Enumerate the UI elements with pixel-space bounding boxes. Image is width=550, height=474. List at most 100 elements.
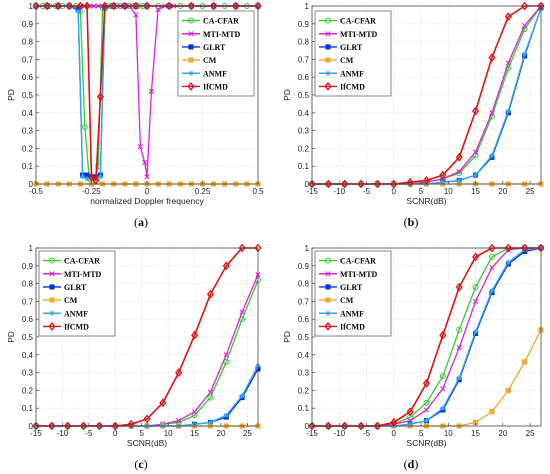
data-point bbox=[439, 170, 447, 180]
legend-marker bbox=[325, 57, 331, 63]
y-tick-label: 0.9 bbox=[22, 20, 34, 29]
y-tick-label: 0.8 bbox=[298, 38, 310, 47]
data-point bbox=[143, 2, 151, 11]
chart-panel-4: -15 -10 -5 0 5 10 15 20 25 0 0.1 0.2 0.3 0.4 0.5 0.6 0.7… bbox=[282, 244, 545, 471]
data-point bbox=[505, 65, 512, 72]
y-tick-label: 0.4 bbox=[298, 109, 310, 118]
data-point bbox=[97, 174, 103, 180]
x-tick-label: -5 bbox=[363, 429, 371, 438]
legend: CA-CFAR MTI-MTD GLRT CM ANMF IfCMD bbox=[314, 10, 392, 97]
data-point bbox=[472, 284, 479, 291]
data-point bbox=[308, 179, 316, 188]
legend-box bbox=[177, 10, 255, 97]
y-tick-label: 0.3 bbox=[22, 127, 34, 136]
y-tick-label: 0.6 bbox=[298, 315, 310, 324]
data-point bbox=[488, 53, 496, 63]
data-point bbox=[456, 345, 462, 351]
data-point bbox=[489, 110, 495, 116]
legend-box bbox=[314, 250, 392, 337]
data-point bbox=[207, 419, 213, 425]
data-point bbox=[80, 174, 86, 180]
legend-label: GLRT bbox=[64, 283, 87, 292]
data-point bbox=[406, 407, 414, 417]
x-tick-label: 10 bbox=[444, 429, 453, 438]
legend-label: GLRT bbox=[203, 43, 226, 52]
y-tick-label: 0.9 bbox=[298, 20, 310, 29]
legend-marker bbox=[188, 44, 194, 50]
data-point bbox=[308, 421, 316, 430]
y-tick-label: 0.6 bbox=[298, 73, 310, 82]
data-point bbox=[187, 2, 195, 11]
x-tick-label: 20 bbox=[498, 187, 507, 196]
data-point bbox=[522, 51, 528, 57]
legend-label: IfCMD bbox=[64, 322, 89, 331]
legend-label: IfCMD bbox=[340, 322, 365, 331]
data-point bbox=[423, 407, 430, 413]
data-point bbox=[133, 12, 139, 18]
legend-label: ANMF bbox=[203, 69, 227, 78]
data-point bbox=[406, 177, 414, 187]
x-tick-label: 0.25 bbox=[195, 187, 211, 196]
data-point bbox=[83, 2, 91, 11]
legend-label: CA-CFAR bbox=[203, 17, 239, 26]
y-tick-label: 0.3 bbox=[22, 369, 34, 378]
legend-marker bbox=[325, 257, 331, 264]
x-tick-label: 5 bbox=[139, 429, 144, 438]
y-tick-label: 0 bbox=[305, 180, 310, 189]
legend-label: MTI-MTD bbox=[203, 30, 241, 39]
data-point bbox=[422, 378, 431, 388]
y-tick-label: 0.2 bbox=[22, 386, 34, 395]
legend-marker bbox=[324, 322, 332, 331]
x-tick-label: -0.25 bbox=[82, 187, 101, 196]
data-point bbox=[32, 421, 40, 430]
x-tick-label: 5 bbox=[419, 187, 424, 196]
data-point bbox=[238, 244, 246, 253]
legend-marker bbox=[325, 271, 331, 277]
legend-marker bbox=[325, 44, 331, 50]
x-tick-label: -5 bbox=[363, 187, 371, 196]
panel-label: (a) bbox=[134, 215, 148, 229]
y-tick-label: 0.2 bbox=[22, 144, 34, 153]
legend-label: GLRT bbox=[340, 283, 363, 292]
data-point bbox=[522, 247, 528, 253]
y-tick-label: 0.6 bbox=[22, 315, 34, 324]
data-point bbox=[456, 375, 462, 381]
legend-label: MTI-MTD bbox=[340, 270, 378, 279]
x-tick-label: -15 bbox=[30, 429, 42, 438]
data-point bbox=[222, 261, 230, 271]
legend-marker bbox=[325, 284, 331, 290]
y-tick-label: 0.4 bbox=[22, 351, 34, 360]
legend-marker bbox=[49, 257, 55, 264]
data-point bbox=[54, 2, 62, 11]
legend: CA-CFAR MTI-MTD GLRT CM ANMF IfCMD bbox=[38, 250, 116, 337]
legend-box bbox=[314, 10, 392, 97]
panel-label: (d) bbox=[404, 457, 419, 471]
x-tick-label: 20 bbox=[498, 429, 507, 438]
y-tick-label: 1 bbox=[305, 244, 310, 253]
data-point bbox=[522, 22, 528, 29]
data-point bbox=[439, 330, 447, 340]
x-tick-label: 10 bbox=[444, 187, 453, 196]
data-point bbox=[143, 414, 151, 424]
legend-marker bbox=[325, 17, 331, 24]
legend-marker bbox=[188, 57, 194, 63]
legend-label: ANMF bbox=[64, 309, 88, 318]
y-tick-label: 1 bbox=[305, 2, 310, 11]
data-point bbox=[489, 153, 495, 158]
data-point bbox=[210, 2, 218, 11]
legend-marker bbox=[325, 297, 331, 303]
x-tick-label: 0.5 bbox=[252, 187, 264, 196]
legend-label: ANMF bbox=[340, 309, 364, 318]
y-tick-label: 0.7 bbox=[298, 297, 310, 306]
y-tick-label: 1 bbox=[29, 2, 34, 11]
y-tick-label: 0 bbox=[29, 180, 34, 189]
legend-marker bbox=[325, 31, 331, 37]
x-tick-label: 25 bbox=[526, 429, 535, 438]
data-point bbox=[207, 389, 214, 395]
data-point bbox=[472, 252, 480, 262]
legend-marker bbox=[48, 322, 56, 331]
legend-label: CA-CFAR bbox=[340, 17, 376, 26]
legend-label: CM bbox=[64, 296, 78, 305]
data-point bbox=[84, 176, 90, 182]
